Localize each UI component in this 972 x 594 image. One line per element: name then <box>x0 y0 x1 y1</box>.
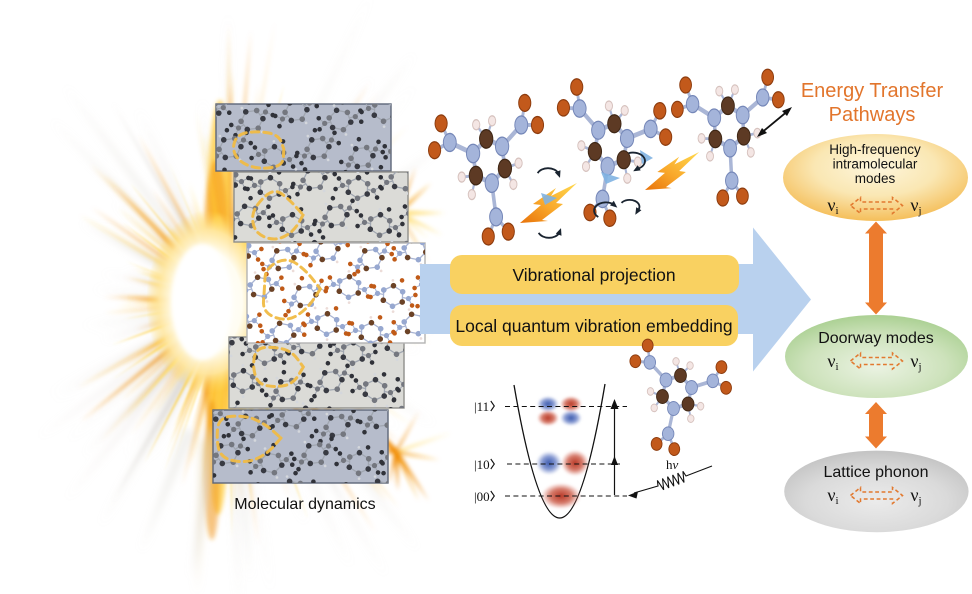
svg-text:Doorway modes: Doorway modes <box>818 330 934 347</box>
svg-text:modes: modes <box>855 171 896 186</box>
svg-text:νi: νi <box>827 485 838 507</box>
svg-text:High-frequency: High-frequency <box>829 142 921 157</box>
svg-text:Lattice phonon: Lattice phonon <box>824 464 929 481</box>
svg-text:Molecular dynamics: Molecular dynamics <box>234 496 375 513</box>
svg-text:Energy Transfer: Energy Transfer <box>801 80 944 102</box>
svg-text:|11: |11 <box>474 399 489 414</box>
svg-text:νj: νj <box>910 485 921 507</box>
svg-text:|10: |10 <box>474 457 490 472</box>
svg-text:νj: νj <box>910 195 921 217</box>
svg-text:Local quantum vibration embedd: Local quantum vibration embedding <box>455 316 732 336</box>
svg-text:intramolecular: intramolecular <box>833 157 918 172</box>
svg-text:νj: νj <box>910 351 921 373</box>
svg-text:Vibrational projection: Vibrational projection <box>512 265 675 285</box>
svg-text:|00: |00 <box>474 489 490 504</box>
svg-text:Pathways: Pathways <box>829 104 916 126</box>
svg-text:νi: νi <box>827 351 838 373</box>
svg-text:νi: νi <box>827 195 838 217</box>
svg-text:hν: hν <box>666 457 679 472</box>
